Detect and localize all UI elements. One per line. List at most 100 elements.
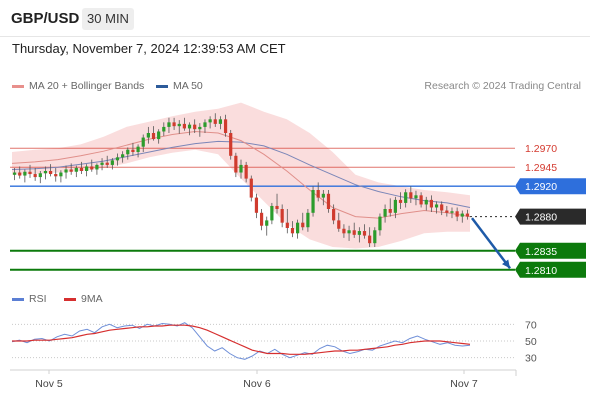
candle-body [146,133,150,138]
candle-body [213,119,217,124]
level-label-1.2835-tag: 1.2835 [515,242,586,259]
candle-body [337,220,341,229]
level-label-1.2880: 1.2880 [525,212,557,224]
candle-body [187,124,192,129]
candle-body [280,209,284,223]
candle-body [105,162,109,165]
forecast-arrow-shaft [471,217,511,270]
candle-body [69,169,73,172]
legend-ma20-label: MA 20 + Bollinger Bands [29,80,145,92]
candle-body [259,212,264,226]
candle-body [404,192,408,203]
timeframe-badge[interactable]: 30 MIN [82,8,134,30]
rsi-tick-70: 70 [525,319,537,331]
candle-body [332,209,336,221]
candle-body [115,157,120,161]
level-label-1.2810: 1.2810 [525,265,557,277]
candle-body [131,149,135,152]
candle-body [229,133,233,156]
candle-body [95,164,99,170]
candle-body [383,209,387,217]
candle-body [254,197,259,213]
candle-body [455,211,459,217]
candle-body [249,178,253,198]
candle-body [290,228,295,234]
candle-body [43,171,48,174]
candle-body [193,124,197,130]
candle-body [85,166,89,171]
rsi-tick-30: 30 [525,353,537,365]
candle-body [434,204,439,208]
candle-body [306,212,310,228]
datetime-label: Thursday, November 7, 2024 12:39:53 AM C… [12,41,286,56]
candle-body [64,169,68,173]
x-tick-label-1: Nov 6 [243,378,271,390]
credit-label: Research © 2024 Trading Central [424,80,581,92]
candle-body [357,231,361,235]
candle-body [172,122,176,127]
candle-body [342,228,346,234]
legend-rsi: RSI [12,293,47,305]
x-tick-label-2: Nov 7 [450,378,478,390]
candle-body [100,162,104,165]
legend-ma50-swatch [156,84,168,88]
candle-body [285,222,289,228]
candle-body [136,146,140,152]
legend-ma20-swatch [12,84,24,88]
candle-body [23,171,27,176]
candle-body [198,126,202,130]
candle-body [440,204,444,211]
candle-body [465,213,470,217]
level-label-1.2920-bg [515,178,586,195]
candle-body [157,131,161,140]
level-label-1.2810-bg [515,261,586,278]
symbol-title: GBP/USD [11,10,80,27]
legend-rsi-label: RSI [29,293,47,305]
candle-body [151,133,156,140]
candle-body [301,222,305,228]
candle-body [316,190,320,198]
candle-body [388,209,392,213]
level-label-1.2835-bg [515,242,586,259]
ma20-line [11,130,471,219]
legend-ma50: MA 50 [156,80,203,92]
candle-body [141,137,145,147]
candles [12,113,470,247]
candle-body [362,231,367,236]
candle-body [378,216,382,231]
header-bar: GBP/USD 30 MIN [0,0,590,38]
legend-9ma: 9MA [64,293,103,305]
rsi-line [11,322,471,360]
candle-body [311,190,315,213]
candle-body [429,199,434,208]
legend-rsi-swatch [12,297,24,301]
candle-body [167,122,171,127]
candle-body [326,193,331,209]
candle-body [419,195,423,205]
forecast-arrow-head [501,259,510,269]
candle-body [90,166,94,170]
ma50-line [11,140,471,208]
candle-body [223,119,228,133]
candle-body [182,123,186,129]
candle-body [218,119,223,124]
candle-body [445,210,449,213]
level-label-1.2920: 1.2920 [525,181,557,193]
candle-body [110,160,114,165]
candle-body [126,149,130,155]
candle-body [208,119,212,123]
level-label-1.2810-tag: 1.2810 [515,261,586,278]
candle-body [18,172,22,176]
x-tick-label-0: Nov 5 [35,378,63,390]
level-label-1.2880-bg [515,208,586,225]
candle-body [38,173,42,178]
candle-body [270,205,274,221]
candle-body [12,172,17,175]
candle-body [393,199,397,213]
candle-body [177,123,181,127]
candle-body [414,195,418,199]
candle-body [244,164,248,179]
rsi-9ma-line [12,324,471,355]
candle-body [450,211,454,213]
